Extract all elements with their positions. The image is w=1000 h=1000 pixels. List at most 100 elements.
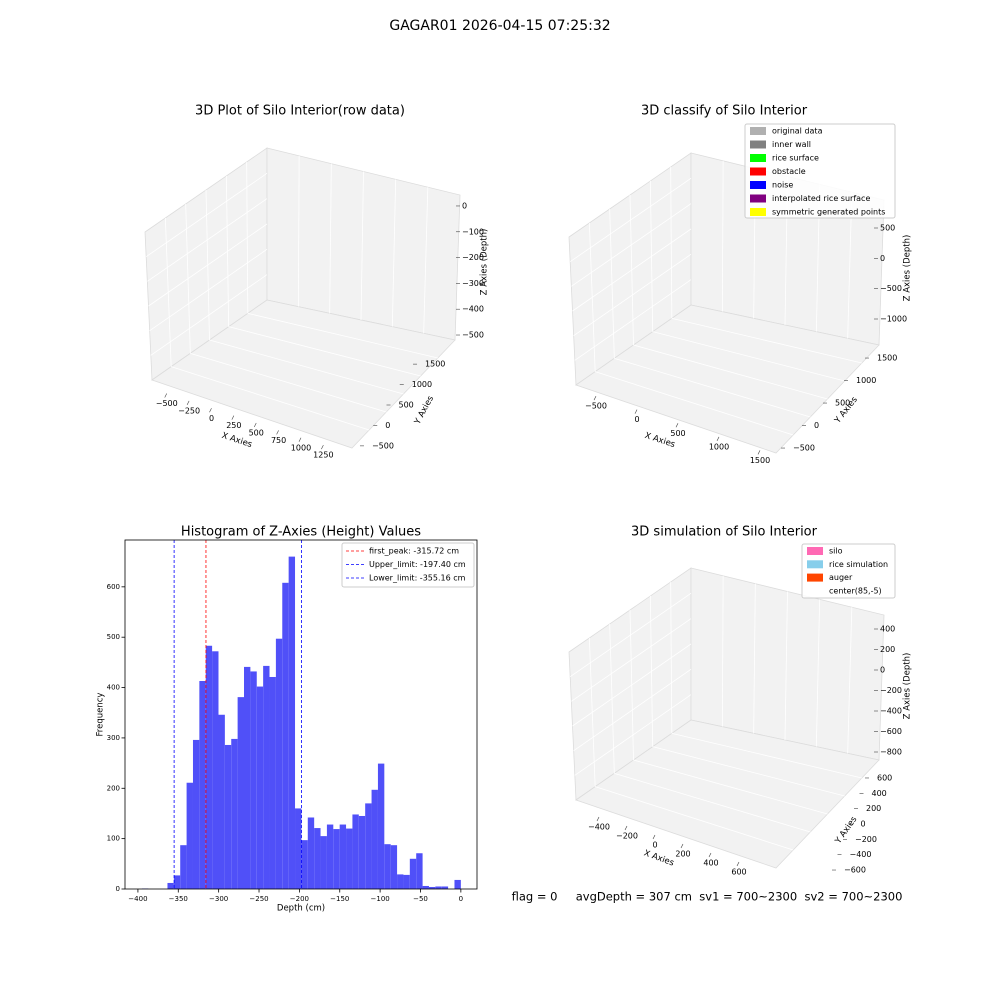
x-tick: [624, 825, 628, 831]
axis-label: Z Axies (Depth): [480, 229, 490, 296]
bar: [224, 744, 232, 889]
y-tick-label: −600: [844, 866, 866, 875]
axes-panes: [144, 147, 461, 449]
x-tick-label: 1250: [313, 451, 333, 460]
bar: [288, 556, 296, 889]
y-tick-label: 200: [866, 804, 881, 813]
x-tick-label: 200: [675, 850, 690, 859]
x-tick-label: 0: [459, 895, 463, 903]
x-tick: [736, 861, 740, 867]
bar: [205, 645, 213, 889]
axis-label: Z Axies (Depth): [903, 235, 913, 302]
x-tick-label: −150: [330, 895, 349, 903]
legend-label: rice simulation: [829, 560, 888, 569]
decorations: [144, 147, 885, 869]
x-tick: [298, 437, 302, 442]
legend-swatch: [750, 167, 766, 176]
x-tick-label: 1000: [291, 443, 311, 452]
y-tick-label: 600: [877, 773, 892, 782]
bar: [180, 845, 187, 889]
chart-title: 3D Plot of Silo Interior(row data): [195, 104, 405, 119]
y-tick-label: 400: [872, 789, 887, 798]
legend-box: [744, 123, 896, 219]
legend-label: inner wall: [772, 140, 811, 149]
x-tick-label: −350: [169, 895, 188, 903]
y-tick-label: 1000: [856, 376, 876, 385]
y-tick-label: 1000: [412, 380, 432, 389]
bar: [256, 686, 264, 889]
x-tick: [231, 415, 235, 420]
legend-label: noise: [772, 181, 793, 190]
x-tick-label: −250: [249, 895, 268, 903]
z-tick-label: −800: [880, 748, 902, 757]
bar: [326, 824, 334, 889]
y-tick-label: 200: [107, 784, 120, 792]
bar: [346, 828, 353, 889]
bar: [244, 666, 251, 889]
legend-swatch: [750, 127, 766, 135]
pane-grid: [784, 591, 788, 741]
x-tick-label: −300: [209, 895, 228, 903]
bar: [377, 763, 385, 889]
legend-box: [341, 542, 475, 588]
x-tick-label: 0: [652, 841, 657, 850]
bar: [231, 738, 238, 889]
pane-grid: [633, 759, 828, 815]
annotation: flag = 0 avgDepth = 307 cm sv1 = 700~230…: [512, 890, 903, 904]
pane-grid: [423, 187, 429, 334]
bar: [301, 840, 308, 889]
bar: [371, 789, 378, 889]
axis-label: X Axies: [642, 848, 675, 868]
bar: [275, 638, 283, 889]
pane-grid: [297, 155, 300, 307]
x-tick: [716, 436, 720, 441]
y-tick-label: 500: [399, 401, 414, 410]
bar: [422, 885, 429, 889]
x-tick-label: 500: [249, 429, 264, 438]
pane-grid: [247, 312, 438, 359]
axes-panes: [568, 567, 885, 869]
x-tick-label: −50: [413, 895, 428, 903]
x-tick: [634, 409, 638, 414]
legend-label: rice surface: [772, 154, 819, 163]
pane-grid: [815, 599, 821, 747]
legend-swatch: [807, 560, 823, 569]
y-tick-label: −400: [850, 850, 872, 859]
y-tick-label: 500: [107, 633, 120, 641]
legend-swatch: [750, 194, 766, 203]
pane-grid: [595, 371, 794, 436]
z-tick-label: −300: [462, 279, 484, 288]
x-tick: [276, 430, 279, 435]
pane-grid: [574, 694, 692, 776]
bar: [186, 782, 193, 889]
bar: [263, 665, 270, 889]
legend-swatch: [750, 181, 766, 189]
x-tick-label: 600: [731, 868, 746, 877]
bar: [416, 853, 423, 889]
pane-grid: [329, 163, 332, 314]
z-tick-label: 0: [880, 666, 885, 675]
x-tick-label: −500: [585, 402, 607, 411]
x-tick: [209, 408, 212, 413]
legend-label: silo: [829, 547, 843, 556]
bar: [218, 714, 225, 889]
x-tick: [680, 843, 684, 849]
x-tick-label: 250: [226, 421, 241, 430]
x-axis-label: Depth (cm): [277, 904, 325, 914]
pane-grid: [614, 772, 811, 833]
x-tick-label: 0: [634, 415, 639, 424]
z-tick-label: −500: [880, 284, 902, 293]
bar: [307, 817, 315, 889]
z-tick-label: 0: [880, 254, 885, 263]
pane-grid: [228, 326, 421, 377]
legend-label: first_peak: -315.72 cm: [369, 547, 459, 556]
pane-grid: [190, 352, 387, 413]
pane-grid: [574, 279, 692, 361]
pane-grid: [171, 366, 370, 431]
legend-label: original data: [772, 127, 823, 136]
pane-grid: [671, 732, 862, 779]
bar: [237, 697, 245, 889]
bar: [384, 844, 391, 889]
pane-grid: [633, 344, 828, 400]
x-tick-label: −400: [588, 823, 610, 832]
